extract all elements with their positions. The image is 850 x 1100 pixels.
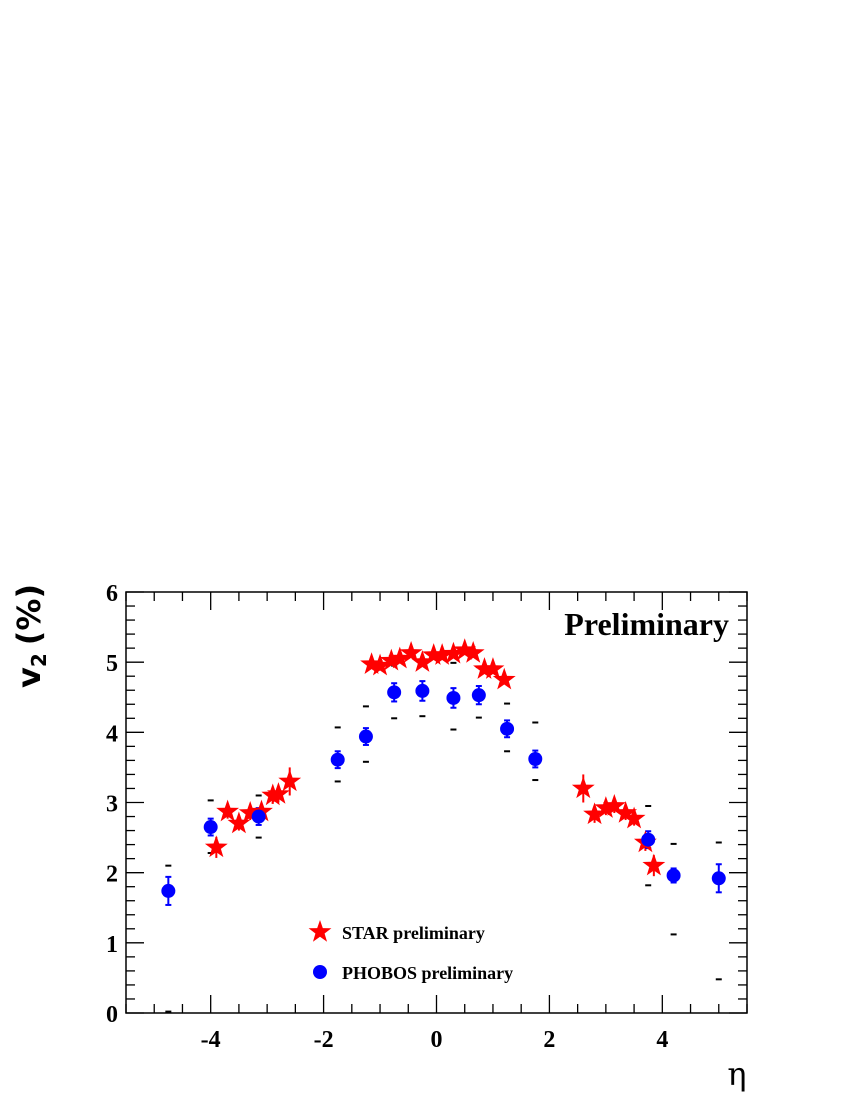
star-point xyxy=(267,782,290,804)
phobos-point xyxy=(415,683,430,698)
x-tick-label: 0 xyxy=(431,1027,443,1053)
phobos-point xyxy=(203,820,218,835)
star-point xyxy=(622,806,646,829)
x-axis-label: η xyxy=(727,1055,746,1093)
y-axis-label-unit: (%) xyxy=(10,584,48,645)
phobos-point xyxy=(471,688,486,703)
star-point xyxy=(602,794,626,816)
legend-label-star: STAR preliminary xyxy=(342,923,485,943)
y-tick-label: 3 xyxy=(106,792,118,818)
phobos-point xyxy=(358,729,373,744)
y-tick-label: 1 xyxy=(106,932,118,958)
star-point xyxy=(388,646,412,669)
y-axis-label: v2 (%) xyxy=(10,584,51,688)
x-tick-label: 4 xyxy=(656,1027,668,1053)
legend-star-shape xyxy=(308,920,332,942)
legend: STAR preliminary PHOBOS preliminary xyxy=(308,920,513,983)
star-point xyxy=(461,641,485,663)
phobos-point xyxy=(446,690,461,705)
star-point xyxy=(614,801,638,823)
x-tick-label: -2 xyxy=(314,1027,334,1053)
star-point xyxy=(442,641,465,664)
y-tick-label: 5 xyxy=(106,651,118,677)
star-point xyxy=(594,796,618,818)
star-point xyxy=(204,835,228,858)
star-point xyxy=(422,643,446,665)
phobos-point xyxy=(641,832,656,847)
x-tick-label: 2 xyxy=(543,1027,555,1053)
phobos-point xyxy=(711,871,726,886)
y-tick-label: 0 xyxy=(106,1002,118,1028)
x-tick-label: -4 xyxy=(201,1027,221,1053)
star-point xyxy=(399,641,423,663)
star-point xyxy=(216,799,240,822)
star-point xyxy=(410,650,434,672)
y-tick-label: 2 xyxy=(106,862,118,888)
star-point xyxy=(642,853,666,876)
preliminary-annotation: Preliminary xyxy=(564,606,729,642)
star-point xyxy=(473,657,496,679)
y-axis-label-main: v xyxy=(10,667,48,688)
star-point xyxy=(379,648,403,671)
legend-star-marker xyxy=(308,920,332,942)
star-point xyxy=(227,811,251,834)
star-point xyxy=(238,801,262,823)
axis-ticks xyxy=(125,591,748,1014)
star-point xyxy=(453,638,477,660)
systematic-error-marks xyxy=(165,661,722,1013)
axis-tick-labels: -4 -2 0 2 4 0 1 2 3 4 5 6 xyxy=(106,581,668,1053)
legend-label-phobos: PHOBOS preliminary xyxy=(342,963,513,983)
star-point xyxy=(481,657,505,679)
phobos-point xyxy=(251,809,266,824)
svg-text:v2(%): v2 (%) xyxy=(10,584,51,688)
star-point xyxy=(430,643,454,665)
data-points xyxy=(161,638,726,898)
phobos-point xyxy=(330,752,345,767)
star-point xyxy=(278,769,302,792)
star-point xyxy=(571,776,595,799)
star-point xyxy=(492,667,516,690)
legend-circle-marker xyxy=(313,965,327,979)
y-tick-label: 6 xyxy=(106,581,118,607)
phobos-point xyxy=(528,751,543,766)
phobos-point xyxy=(161,883,176,898)
phobos-point xyxy=(387,685,402,700)
y-axis-label-subscript: 2 xyxy=(27,653,51,667)
error-bars xyxy=(165,647,722,906)
phobos-point xyxy=(500,721,515,736)
y-tick-label: 4 xyxy=(106,721,118,747)
star-point xyxy=(583,802,606,825)
star-point xyxy=(368,653,392,676)
phobos-point xyxy=(666,868,681,883)
